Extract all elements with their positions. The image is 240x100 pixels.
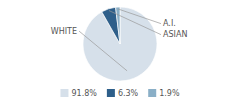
leader-line <box>109 11 161 35</box>
pie-slice <box>116 7 120 44</box>
annotations: WHITE ASIAN A.I. <box>51 9 188 71</box>
legend-label: 1.9% <box>159 89 180 98</box>
slice-label: A.I. <box>163 19 176 28</box>
legend-label: 91.8% <box>71 89 97 98</box>
leader-line <box>118 9 161 24</box>
legend-item: 1.9% <box>148 89 180 98</box>
legend-swatch <box>107 89 115 97</box>
legend-item: 91.8% <box>60 89 97 98</box>
legend-swatch <box>60 89 68 97</box>
legend: 91.8% 6.3% 1.9% <box>60 89 179 98</box>
leader-line <box>79 31 127 71</box>
chart: WHITE ASIAN A.I. 91.8% 6.3% 1.9% <box>0 0 240 100</box>
slice-label: ASIAN <box>163 30 187 39</box>
pie-slice <box>102 7 120 44</box>
slice-label: WHITE <box>51 27 77 36</box>
legend-label: 6.3% <box>118 89 139 98</box>
legend-swatch <box>148 89 156 97</box>
legend-item: 6.3% <box>107 89 139 98</box>
